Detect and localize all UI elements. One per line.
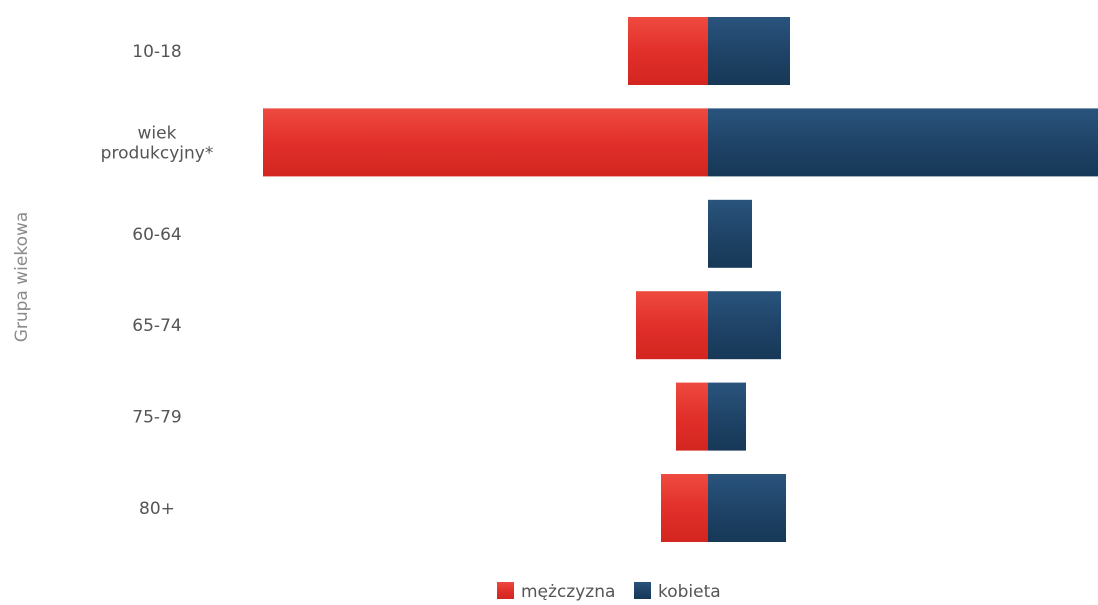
y-tick-labels: 10-18 wiek produkcyjny* 60-64 65-74 75-79 80+: [101, 42, 214, 519]
bar-kobieta-80: [708, 474, 786, 542]
tick-label-wiek-produkcyjny: wiek produkcyjny*: [101, 123, 214, 163]
bars: [263, 17, 1098, 542]
tick-label-65-74: 65-74: [132, 316, 181, 336]
tick-label-80: 80+: [139, 499, 175, 519]
bar-kobieta-60-64: [708, 199, 752, 268]
legend-swatch-mezczyzna: [497, 582, 514, 599]
y-axis-label: Grupa wiekowa: [12, 212, 32, 343]
tick-label-10-18: 10-18: [132, 42, 181, 62]
bar-kobieta-65-74: [708, 291, 781, 360]
tick-label-60-64: 60-64: [132, 225, 181, 245]
bar-mezczyzna-80: [661, 474, 708, 542]
legend-label-kobieta: kobieta: [658, 582, 721, 602]
bar-kobieta-75-79: [708, 382, 746, 451]
legend: mężczyzna kobieta: [497, 582, 721, 602]
bar-kobieta-wiek-produkcyjny: [708, 108, 1098, 177]
bar-kobieta-10-18: [708, 17, 790, 85]
legend-label-mezczyzna: mężczyzna: [521, 582, 615, 602]
bar-mezczyzna-wiek-produkcyjny: [263, 108, 708, 177]
bar-mezczyzna-65-74: [636, 291, 708, 360]
bar-mezczyzna-10-18: [628, 17, 708, 85]
tick-label-75-79: 75-79: [132, 408, 181, 428]
legend-swatch-kobieta: [634, 582, 651, 599]
bar-mezczyzna-75-79: [676, 382, 708, 451]
